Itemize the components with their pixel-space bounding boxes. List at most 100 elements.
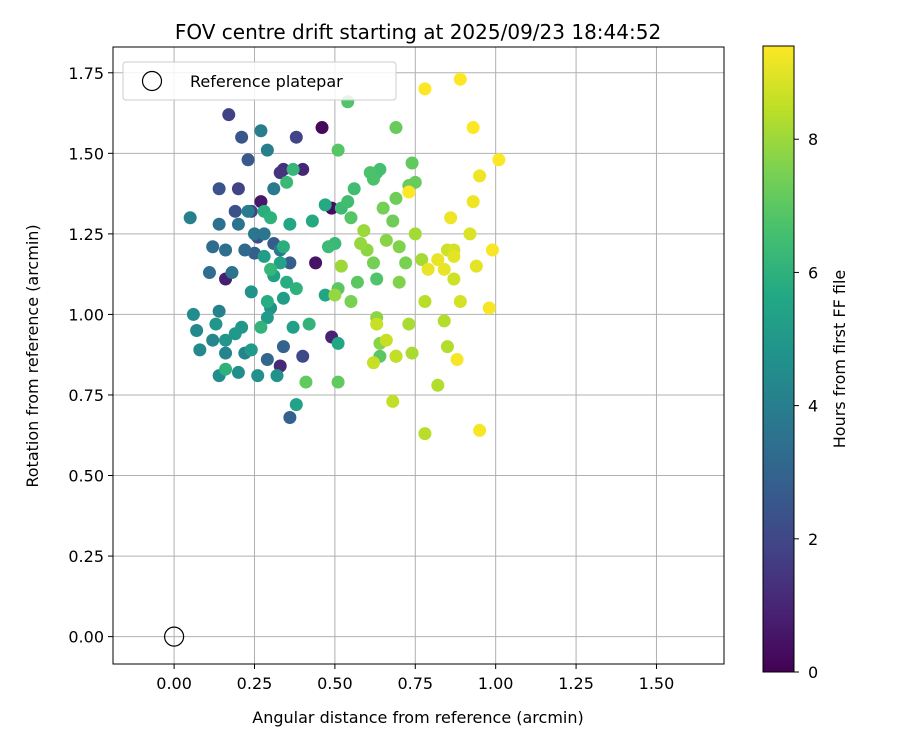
data-point bbox=[260, 143, 274, 157]
data-point bbox=[289, 398, 303, 412]
data-point bbox=[344, 295, 358, 309]
data-point bbox=[235, 320, 249, 334]
legend-label-reference-platepar: Reference platepar bbox=[190, 72, 343, 91]
y-tick-label: 0.25 bbox=[68, 547, 104, 566]
plot-frame bbox=[112, 46, 725, 665]
data-point bbox=[231, 365, 245, 379]
data-point bbox=[357, 224, 371, 238]
data-point bbox=[447, 272, 461, 286]
x-tick-label: 1.50 bbox=[639, 674, 675, 693]
y-tick-label: 1.50 bbox=[68, 144, 104, 163]
data-point bbox=[466, 121, 480, 135]
data-point bbox=[257, 227, 271, 241]
plot-area-background bbox=[113, 47, 724, 664]
data-point bbox=[418, 82, 432, 96]
data-point bbox=[466, 195, 480, 209]
data-point bbox=[206, 333, 220, 347]
y-axis-label: Rotation from reference (arcmin) bbox=[23, 224, 42, 487]
colorbar-tick-label: 8 bbox=[808, 130, 818, 149]
data-point bbox=[392, 275, 406, 289]
data-point bbox=[264, 211, 278, 225]
x-tick-label: 0.00 bbox=[156, 674, 192, 693]
y-tick-label: 0.75 bbox=[68, 386, 104, 405]
data-point bbox=[389, 191, 403, 205]
data-point bbox=[399, 256, 413, 270]
data-point bbox=[228, 204, 242, 218]
data-point bbox=[453, 295, 467, 309]
data-point bbox=[366, 356, 380, 370]
data-point bbox=[231, 217, 245, 231]
data-point bbox=[209, 317, 223, 331]
data-point bbox=[289, 130, 303, 144]
data-point bbox=[247, 227, 261, 241]
data-point bbox=[222, 108, 236, 122]
data-point bbox=[485, 243, 499, 257]
y-tick-label: 1.75 bbox=[68, 64, 104, 83]
data-point bbox=[344, 211, 358, 225]
data-point bbox=[286, 320, 300, 334]
data-point bbox=[431, 378, 445, 392]
data-point bbox=[276, 291, 290, 305]
data-point bbox=[219, 333, 233, 347]
data-point bbox=[280, 275, 294, 289]
data-point bbox=[212, 304, 226, 318]
legend: Reference platepar bbox=[122, 61, 397, 101]
data-point bbox=[238, 243, 252, 257]
data-point bbox=[366, 256, 380, 270]
data-point bbox=[212, 217, 226, 231]
y-tick-label: 1.00 bbox=[68, 305, 104, 324]
reference-platepar-marker bbox=[164, 626, 185, 647]
data-point bbox=[418, 295, 432, 309]
x-tick-label: 0.75 bbox=[397, 674, 433, 693]
data-point bbox=[206, 240, 220, 254]
scatter-points bbox=[183, 72, 506, 441]
data-point bbox=[469, 259, 483, 273]
colorbar-gradient bbox=[762, 45, 795, 673]
data-point bbox=[276, 340, 290, 354]
data-point bbox=[260, 295, 274, 309]
data-point bbox=[405, 156, 419, 170]
x-axis-ticks: 0.00 0.25 0.50 0.75 1.00 1.25 1.50 bbox=[156, 664, 674, 693]
data-point bbox=[331, 143, 345, 157]
data-point bbox=[370, 317, 384, 331]
data-point bbox=[440, 340, 454, 354]
y-tick-label: 0.00 bbox=[68, 628, 104, 647]
data-point bbox=[370, 272, 384, 286]
data-point bbox=[331, 336, 345, 350]
data-point bbox=[283, 256, 297, 270]
colorbar-ticks: 0 2 4 6 8 bbox=[794, 130, 818, 682]
data-point bbox=[267, 182, 281, 196]
data-point bbox=[318, 198, 332, 212]
x-axis-label: Angular distance from reference (arcmin) bbox=[252, 708, 583, 727]
x-tick-label: 1.00 bbox=[478, 674, 514, 693]
data-point bbox=[231, 182, 245, 196]
y-axis-ticks: 0.00 0.25 0.50 0.75 1.00 1.25 1.50 1.75 bbox=[68, 64, 113, 647]
data-point bbox=[473, 169, 487, 183]
data-point bbox=[235, 130, 249, 144]
data-point bbox=[286, 162, 300, 176]
legend-box bbox=[122, 61, 397, 101]
data-point bbox=[447, 249, 461, 263]
data-point bbox=[366, 172, 380, 186]
data-point bbox=[305, 214, 319, 228]
data-point bbox=[334, 259, 348, 273]
colorbar: 0 2 4 6 8 Hours from first FF file bbox=[762, 45, 849, 682]
data-point bbox=[431, 253, 445, 267]
data-point bbox=[450, 353, 464, 367]
data-point bbox=[202, 266, 216, 280]
data-point bbox=[389, 349, 403, 363]
data-point bbox=[350, 275, 364, 289]
data-point bbox=[273, 256, 287, 270]
data-point bbox=[347, 182, 361, 196]
y-tick-label: 1.25 bbox=[68, 225, 104, 244]
y-tick-label: 0.50 bbox=[68, 467, 104, 486]
data-point bbox=[453, 72, 467, 86]
data-point bbox=[283, 411, 297, 425]
data-point bbox=[276, 240, 290, 254]
data-point bbox=[296, 162, 310, 176]
data-point bbox=[190, 324, 204, 338]
data-point bbox=[315, 121, 329, 135]
data-point bbox=[386, 214, 400, 228]
data-point bbox=[299, 375, 313, 389]
